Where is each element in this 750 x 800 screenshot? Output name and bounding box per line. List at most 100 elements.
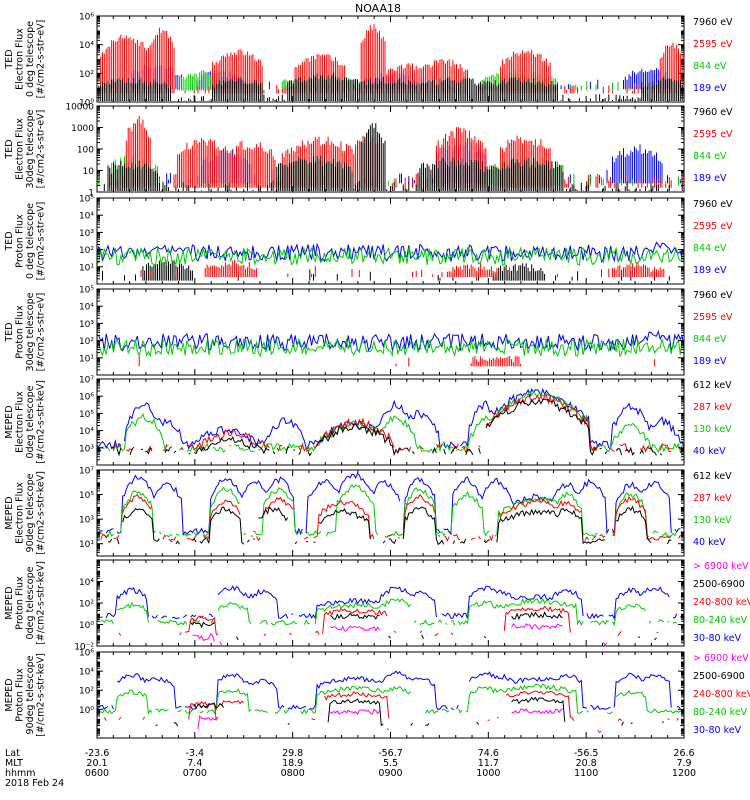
x-tick-value: 1000: [476, 768, 500, 779]
legend-entry: 189 eV: [693, 356, 727, 367]
y-tick-label: 10³: [79, 444, 94, 454]
panel-6-series-2: [98, 484, 685, 538]
y-tick-label: 10⁶: [79, 649, 94, 659]
legend-entry: 189 eV: [693, 83, 727, 94]
legend-entry: 7960 eV: [693, 107, 733, 118]
series-trace: [155, 696, 683, 727]
y-tick-label: 10⁻²: [74, 643, 94, 653]
y-axis-label: Proton Flux: [15, 214, 26, 268]
series-trace: [96, 246, 685, 267]
panel-6: 10¹ 10³ 10⁵ 10⁷ MEPED Electron Flux 90deg tele…: [4, 467, 732, 557]
x-tick-value: 20.1: [86, 758, 107, 769]
legend-entry: 287 keV: [693, 402, 732, 413]
series-trace: [105, 394, 683, 453]
x-tick-value: -23.6: [85, 748, 110, 759]
series-trace: [100, 24, 685, 94]
legend-entry: 2595 eV: [693, 221, 733, 232]
panel-3-series-4: [96, 246, 685, 267]
y-axis-label: 0 deg telescope: [25, 21, 36, 97]
y-axis-label: TED: [4, 322, 15, 342]
panel-6-series-1: [97, 473, 684, 534]
panel-6-series-4: [108, 507, 684, 545]
y-axis-label: MEPED: [4, 405, 15, 438]
panel-8-series-5: [198, 709, 675, 733]
legend-entry: > 6900 keV: [693, 561, 749, 572]
panel-4: 10¹ 10² 10³ 10⁴ 10⁵ TED Proton Flux 30deg teles…: [4, 286, 733, 376]
y-tick-label: 10³: [79, 229, 94, 239]
legend-entry: 240-800 keV: [693, 597, 750, 608]
y-tick-label: 10⁰: [79, 621, 94, 631]
y-tick-label: 10⁰: [79, 706, 94, 716]
x-tick-value: 29.8: [282, 748, 303, 759]
panel-1-series-2: [100, 69, 683, 91]
x-tick-value: 20.8: [576, 758, 597, 769]
y-axis-label: 0deg telescope: [25, 566, 36, 639]
series-trace: [98, 123, 685, 191]
series-trace: [96, 329, 685, 353]
panel-5: 10³ 10⁴ 10⁵ 10⁶ 10⁷ MEPED Electron Flux 0deg te…: [4, 376, 732, 466]
x-axis-annotation: Lat -23.6 -3.4 29.8 -56.7 74.6 -56.5 26.6 MLT 20.…: [5, 748, 696, 789]
x-tick-value: -56.5: [574, 748, 599, 759]
legend-entry: 7960 eV: [693, 17, 733, 28]
series-trace: [101, 599, 684, 625]
legend-entry: 2500-6900: [693, 671, 745, 682]
panel-8: 10⁰ 10² 10⁴ 10⁶ MEPED Proton Flux 90deg telesc…: [4, 649, 750, 739]
y-axis-label: Proton Flux: [15, 668, 26, 722]
y-tick-label: 10⁴: [79, 427, 94, 437]
legend-entry: 240-800 keV: [693, 689, 750, 700]
x-tick-value: 7.9: [676, 758, 691, 769]
series-trace: [98, 683, 685, 716]
panel-3-series-2: [140, 259, 665, 278]
x-tick-value: -3.4: [186, 748, 205, 759]
y-axis-label: 90deg telescope: [25, 473, 36, 552]
x-tick-value: 74.6: [478, 748, 499, 759]
y-tick-label: 10⁴: [79, 212, 94, 222]
chart-title: NOAA18: [355, 2, 401, 15]
y-axis-label: Electron Flux: [15, 118, 26, 180]
y-axis-label: [#/cm2-s-str-eV]: [36, 20, 47, 99]
panel-8-series-1: [97, 671, 684, 710]
panel-7-series-5: [192, 624, 656, 645]
legend-entry: 189 eV: [693, 265, 727, 276]
series-trace: [97, 473, 684, 534]
series-trace: [96, 142, 681, 184]
x-tick-value: 0700: [183, 768, 207, 779]
y-tick-label: 1000: [71, 124, 94, 134]
panel-3: 10¹ 10² 10³ 10⁴ 10⁵ TED Proton Flux 0 deg teles…: [4, 195, 733, 285]
y-axis-label: 90deg telescope: [25, 655, 36, 734]
panel-7-series-2: [101, 599, 684, 625]
y-tick-label: 10⁶: [79, 13, 94, 23]
panel-4-series-1: [138, 355, 656, 367]
panel-7-series-4: [191, 612, 684, 640]
y-tick-label: 10⁷: [79, 376, 94, 386]
panel-7-series-3: [119, 606, 684, 635]
y-tick-label: 10³: [79, 320, 94, 330]
series-trace: [108, 507, 684, 545]
y-axis-label: [#/cm2-s-str-eV]: [36, 110, 47, 189]
y-tick-label: 10⁴: [79, 303, 94, 313]
y-tick-label: 10¹: [79, 354, 94, 364]
series-trace: [96, 115, 683, 188]
y-axis-label: MEPED: [4, 678, 15, 711]
y-tick-label: 10⁴: [79, 668, 94, 678]
x-tick-value: 5.5: [383, 758, 398, 769]
x-row-label: Lat: [5, 748, 20, 759]
y-tick-label: 10⁵: [79, 410, 94, 420]
legend-entry: 844 eV: [693, 61, 727, 72]
y-tick-label: 10⁵: [79, 195, 94, 205]
x-tick-value: -56.7: [378, 748, 403, 759]
panel-8-series-4: [155, 696, 683, 727]
y-tick-label: 1: [88, 189, 94, 199]
legend-entry: 844 eV: [693, 334, 727, 345]
panel-7: 10⁻² 10⁰ 10² 10⁴ MEPED Proton Flux 0deg telesc…: [4, 559, 750, 653]
legend-entry: 30-80 keV: [693, 725, 742, 736]
y-axis-label: Proton Flux: [15, 576, 26, 630]
panel-frame: [96, 651, 685, 739]
series-trace: [191, 612, 684, 640]
x-tick-value: 26.6: [673, 748, 694, 759]
y-axis-label: Electron Flux: [15, 482, 26, 544]
y-tick-label: 10⁷: [79, 467, 94, 477]
series-trace: [97, 671, 684, 710]
panel-frame: [96, 469, 685, 557]
y-tick-label: 10⁶: [79, 393, 94, 403]
